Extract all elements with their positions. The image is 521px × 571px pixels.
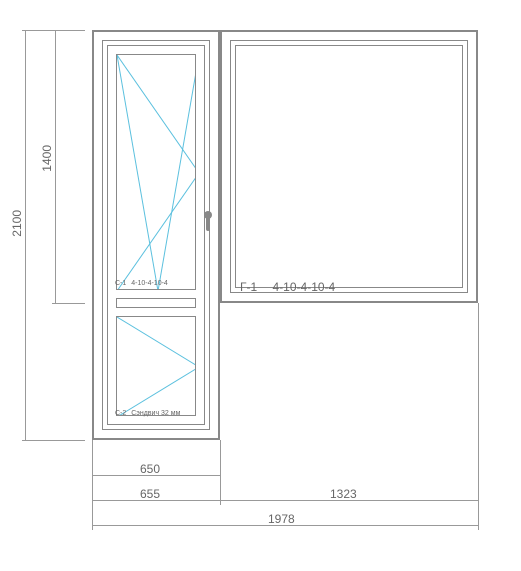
door-upper-code-text: С-1 <box>115 280 126 287</box>
dim-line-1400 <box>55 30 56 303</box>
door-frame-outer <box>92 30 220 440</box>
dim-label-1400: 1400 <box>40 145 54 172</box>
door-frame-inner <box>102 40 210 430</box>
door-handle <box>206 215 210 231</box>
dim-tick <box>25 440 85 441</box>
door-mullion <box>116 298 196 308</box>
window-frame-inner <box>230 40 468 293</box>
door-upper-glazing-text: 4-10-4-10-4 <box>131 280 168 287</box>
dim-tick <box>55 303 85 304</box>
window-glass <box>235 45 463 288</box>
window-code-text: Г-1 <box>240 280 257 294</box>
window-label: Г-1 4-10-4-10-4 <box>240 280 335 294</box>
window-glazing-text: 4-10-4-10-4 <box>273 280 336 294</box>
dim-line-2100 <box>25 30 26 440</box>
window-frame-outer <box>220 30 478 303</box>
door-lower-opening-lines <box>117 317 195 415</box>
dim-tick <box>478 522 479 529</box>
dim-tick <box>92 522 93 529</box>
dim-label-1323: 1323 <box>330 487 357 501</box>
dim-label-1978: 1978 <box>268 512 295 526</box>
door-lower-code-text: С-2 <box>115 410 126 417</box>
door-lower-panel <box>116 316 196 416</box>
dim-tick <box>220 475 221 505</box>
door-upper-code: С-1 4-10-4-10-4 <box>115 280 168 287</box>
dim-label-655: 655 <box>140 487 160 501</box>
door-lower-panel-text: Сэндвич 32 мм <box>131 410 180 417</box>
door-lower-code: С-2 Сэндвич 32 мм <box>115 410 180 417</box>
dim-label-650: 650 <box>140 462 160 476</box>
door-upper-glass <box>116 54 196 290</box>
door-upper-opening-lines <box>117 55 195 289</box>
dim-label-2100: 2100 <box>10 210 24 237</box>
dim-tick <box>52 30 59 31</box>
door-sash <box>107 45 205 425</box>
dim-tick <box>478 303 479 505</box>
